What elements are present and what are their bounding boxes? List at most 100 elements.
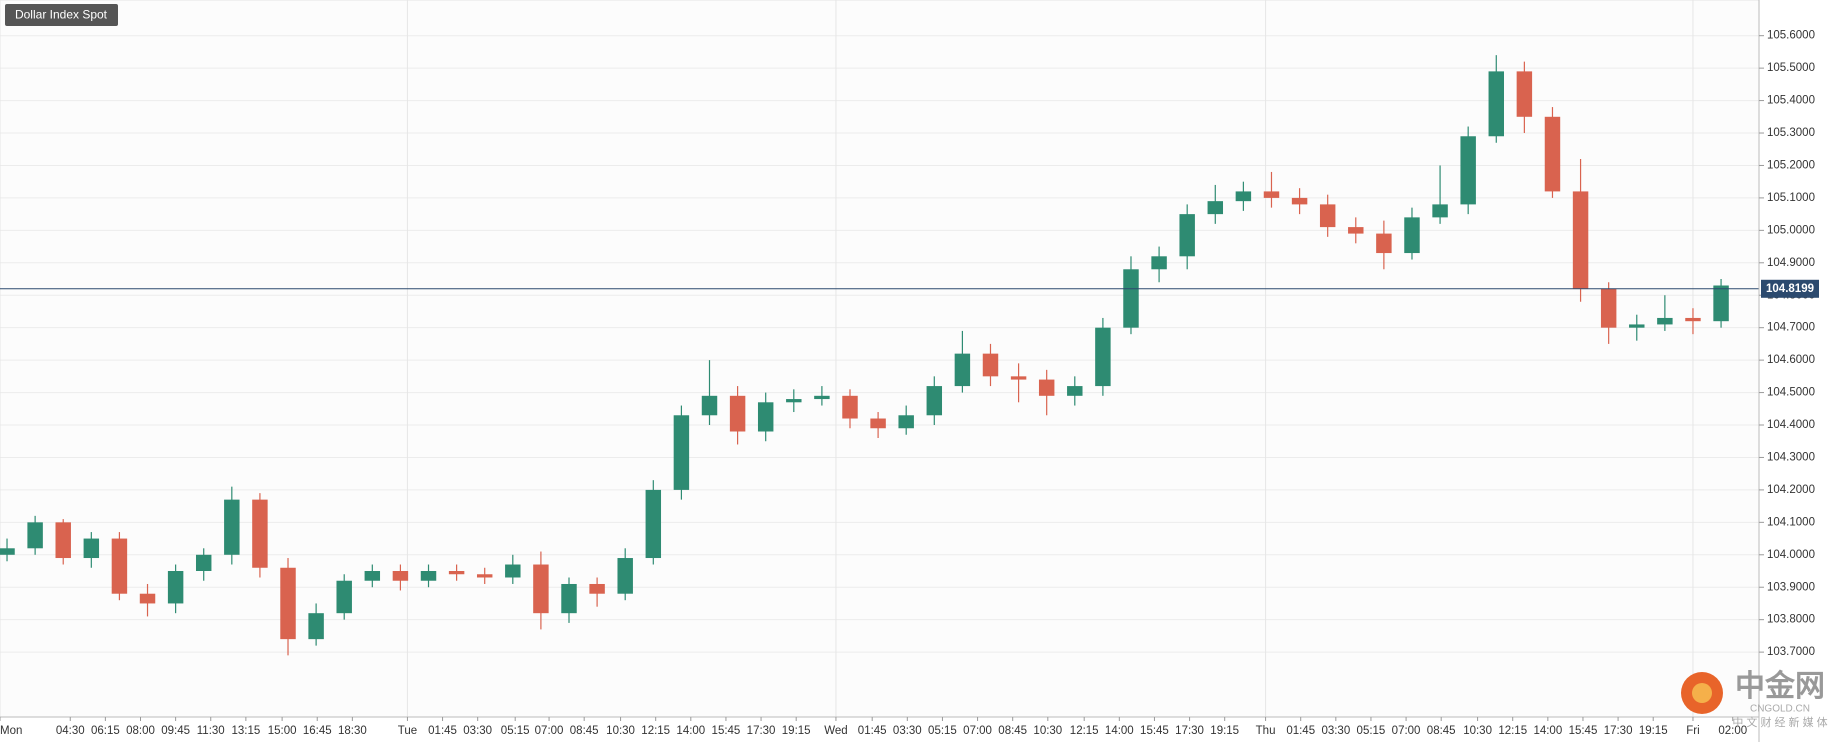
candle-body [1460,136,1476,205]
candle-body [673,415,690,490]
x-tick-label: 03:30 [893,725,922,737]
x-tick-label: 07:00 [963,725,992,737]
chart-title: Dollar Index Spot [15,8,108,22]
y-tick-label: 104.0000 [1767,549,1815,561]
candle-body [224,499,240,555]
x-tick-label: 19:15 [1210,725,1239,737]
candles [0,55,1759,656]
y-tick-label: 104.4000 [1767,419,1815,431]
x-tick-label: Mon [0,725,22,737]
y-tick-label: 105.0000 [1767,224,1815,236]
x-tick-label: 03:30 [1321,725,1350,737]
x-tick-label: 12:15 [1070,725,1099,737]
watermark: 中金网 CNGOLD.CN 中 文 财 经 新 媒 体 [1681,669,1828,729]
y-tick-label: 104.6000 [1767,354,1815,366]
candle-body [645,489,662,559]
x-tick-label: 10:30 [1463,725,1492,737]
candle-body [1263,191,1280,198]
y-tick-label: 104.7000 [1767,322,1815,334]
candle-body [589,583,605,594]
candle-body [533,564,549,614]
watermark-logo-inner [1692,683,1712,703]
candle-body [1010,376,1027,380]
candle-body [786,399,802,403]
x-tick-label: 11:30 [197,725,225,737]
candle-body [1123,269,1139,328]
y-tick-label: 105.3000 [1767,127,1815,139]
candle-body [1713,285,1729,322]
x-tick-label: 08:45 [570,725,599,737]
x-tick-label: 05:15 [1357,725,1386,737]
candle-body [505,564,521,578]
candle-body [308,613,324,640]
candle-body [252,499,268,568]
candle-body [392,571,409,581]
y-tick-label: 104.1000 [1767,516,1815,528]
candle-body [1235,191,1252,202]
watermark-name: 中金网 [1735,669,1825,703]
x-tick-label: 06:15 [91,725,120,737]
candle-body [476,574,493,578]
candle-body [561,583,577,614]
candle-body [448,571,465,575]
candle-body [1432,204,1448,218]
candle-body [0,548,15,555]
candle-body [1544,116,1561,192]
x-tick-label: 08:45 [1427,725,1456,737]
candle-body [1516,71,1533,117]
candle-body [1404,217,1420,254]
y-tick-label: 105.2000 [1767,159,1815,171]
candle-body [898,415,914,429]
candle-body [195,554,212,572]
candle-body [1207,201,1224,215]
candle-body [167,571,184,604]
y-tick-label: 104.5000 [1767,387,1815,399]
x-tick-label: 14:00 [676,725,705,737]
candle-body [1095,327,1111,387]
x-tick-label: 07:00 [1392,725,1421,737]
last-price-box [1761,279,1819,298]
x-tick-label: 15:45 [1140,725,1169,737]
candle-body [1629,324,1645,328]
candle-body [617,558,633,594]
x-tick-label: 04:30 [56,725,85,737]
candle-body [954,353,971,387]
candle-body [1319,204,1336,228]
x-tick-label: 14:00 [1533,725,1562,737]
candle-body [83,538,100,559]
candle-body [982,353,999,377]
candle-body [1291,197,1308,205]
x-tick-label: 09:45 [161,725,190,737]
y-tick-label: 103.7000 [1767,646,1815,658]
x-tick-label: 01:45 [428,725,457,737]
y-tick-label: 103.9000 [1767,581,1815,593]
candle-body [1348,227,1364,234]
x-tick-label: 10:30 [606,725,635,737]
x-tick-label: Wed [824,725,847,737]
candle-body [842,395,858,419]
candle-body [420,571,437,581]
x-tick-label: 14:00 [1105,725,1134,737]
x-tick-label: 08:00 [126,725,155,737]
y-tick-label: 104.9000 [1767,257,1815,269]
candle-body [111,538,128,594]
candle-body [280,567,296,640]
candle-body [701,395,718,416]
candle-body [729,395,746,432]
y-tick-label: 105.5000 [1767,62,1815,74]
x-tick-label: 17:30 [1604,725,1633,737]
x-tick-label: 01:45 [858,725,887,737]
x-tick-label: 15:45 [1569,725,1598,737]
candle-body [1151,256,1167,270]
x-tick-label: 10:30 [1033,725,1062,737]
x-tick-label: 12:15 [641,725,670,737]
candle-body [814,395,830,400]
y-tick-label: 103.8000 [1767,614,1815,626]
watermark-tagline: 中 文 财 经 新 媒 体 [1732,715,1827,729]
labels: 103.7000 103.8000 103.9000 104.0000 104.1000… [0,30,1819,737]
x-tick-label: 05:15 [501,725,530,737]
x-tick-label: 02:00 [1718,725,1747,737]
x-tick-label: 05:15 [928,725,957,737]
x-tick-label: 19:15 [782,725,811,737]
